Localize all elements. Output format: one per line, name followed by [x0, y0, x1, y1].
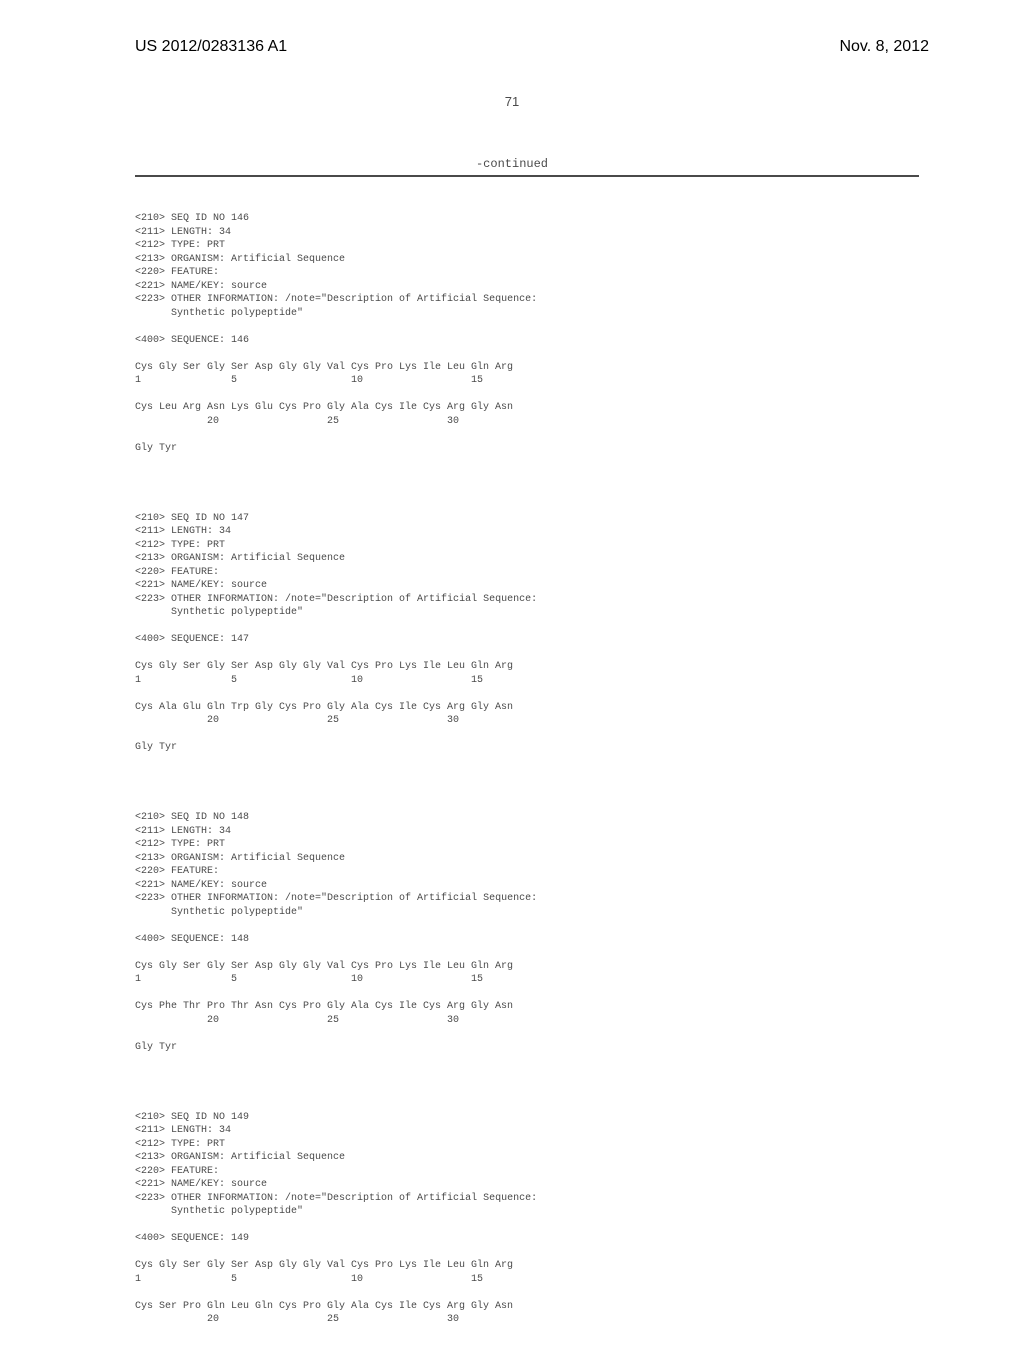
- seq-pos1: 1 5 10 15: [135, 375, 483, 386]
- seq-otherinfo2: Synthetic polypeptide": [135, 607, 303, 618]
- document-header: US 2012/0283136 A1 Nov. 8, 2012: [0, 0, 1024, 56]
- seq-otherinfo: OTHER INFORMATION: /note="Description of…: [171, 594, 537, 605]
- seq-line1: Cys Gly Ser Gly Ser Asp Gly Gly Val Cys …: [135, 961, 513, 972]
- seq-feature: FEATURE:: [171, 1166, 219, 1177]
- seq-organism: Artificial Sequence: [231, 853, 345, 864]
- seq-otherinfo2: Synthetic polypeptide": [135, 1206, 303, 1217]
- seq-pos1: 1 5 10 15: [135, 1274, 483, 1285]
- seq-pos1: 1 5 10 15: [135, 974, 483, 985]
- seq-type: PRT: [207, 1139, 225, 1150]
- seq-namekey: source: [231, 281, 267, 292]
- seq-length: 34: [219, 227, 231, 238]
- seq-feature: FEATURE:: [171, 267, 219, 278]
- seq-line3: Gly Tyr: [135, 443, 177, 454]
- seq-line3: Gly Tyr: [135, 1042, 177, 1053]
- seq-line1: Cys Gly Ser Gly Ser Asp Gly Gly Val Cys …: [135, 1260, 513, 1271]
- seq-type: PRT: [207, 240, 225, 251]
- seq-label: SEQUENCE: 149: [171, 1233, 249, 1244]
- continued-label: -continued: [0, 157, 1024, 171]
- seq-id: 149: [231, 1112, 249, 1123]
- seq-block-148: <210> SEQ ID NO 148 <211> LENGTH: 34 <21…: [135, 798, 1024, 1055]
- seq-pos2: 20 25 30: [135, 715, 459, 726]
- seq-block-146: <210> SEQ ID NO 146 <211> LENGTH: 34 <21…: [135, 199, 1024, 456]
- seq-line1: Cys Gly Ser Gly Ser Asp Gly Gly Val Cys …: [135, 362, 513, 373]
- seq-length: 34: [219, 826, 231, 837]
- seq-namekey: source: [231, 580, 267, 591]
- seq-label: SEQUENCE: 147: [171, 634, 249, 645]
- seq-type: PRT: [207, 540, 225, 551]
- seq-block-147: <210> SEQ ID NO 147 <211> LENGTH: 34 <21…: [135, 498, 1024, 755]
- seq-line2: Cys Ala Glu Gln Trp Gly Cys Pro Gly Ala …: [135, 702, 513, 713]
- publication-number: US 2012/0283136 A1: [135, 38, 287, 56]
- publication-date: Nov. 8, 2012: [839, 38, 929, 56]
- seq-namekey: source: [231, 880, 267, 891]
- seq-otherinfo2: Synthetic polypeptide": [135, 308, 303, 319]
- seq-line2: Cys Phe Thr Pro Thr Asn Cys Pro Gly Ala …: [135, 1001, 513, 1012]
- seq-line2: Cys Ser Pro Gln Leu Gln Cys Pro Gly Ala …: [135, 1301, 513, 1312]
- seq-line1: Cys Gly Ser Gly Ser Asp Gly Gly Val Cys …: [135, 661, 513, 672]
- seq-label: SEQUENCE: 148: [171, 934, 249, 945]
- seq-label: SEQUENCE: 146: [171, 335, 249, 346]
- seq-line2: Cys Leu Arg Asn Lys Glu Cys Pro Gly Ala …: [135, 402, 513, 413]
- seq-block-149: <210> SEQ ID NO 149 <211> LENGTH: 34 <21…: [135, 1097, 1024, 1327]
- seq-organism: Artificial Sequence: [231, 254, 345, 265]
- seq-length: 34: [219, 526, 231, 537]
- seq-pos2: 20 25 30: [135, 416, 459, 427]
- seq-otherinfo: OTHER INFORMATION: /note="Description of…: [171, 1193, 537, 1204]
- seq-otherinfo: OTHER INFORMATION: /note="Description of…: [171, 893, 537, 904]
- seq-line3: Gly Tyr: [135, 742, 177, 753]
- seq-id: 147: [231, 513, 249, 524]
- seq-otherinfo: OTHER INFORMATION: /note="Description of…: [171, 294, 537, 305]
- sequence-listing: <210> SEQ ID NO 146 <211> LENGTH: 34 <21…: [0, 177, 1024, 1356]
- page-number: 71: [0, 94, 1024, 109]
- seq-otherinfo2: Synthetic polypeptide": [135, 907, 303, 918]
- seq-organism: Artificial Sequence: [231, 553, 345, 564]
- seq-pos1: 1 5 10 15: [135, 675, 483, 686]
- seq-id: 148: [231, 812, 249, 823]
- seq-id: 146: [231, 213, 249, 224]
- seq-organism: Artificial Sequence: [231, 1152, 345, 1163]
- seq-feature: FEATURE:: [171, 866, 219, 877]
- seq-feature: FEATURE:: [171, 567, 219, 578]
- seq-length: 34: [219, 1125, 231, 1136]
- seq-type: PRT: [207, 839, 225, 850]
- seq-namekey: source: [231, 1179, 267, 1190]
- seq-pos2: 20 25 30: [135, 1015, 459, 1026]
